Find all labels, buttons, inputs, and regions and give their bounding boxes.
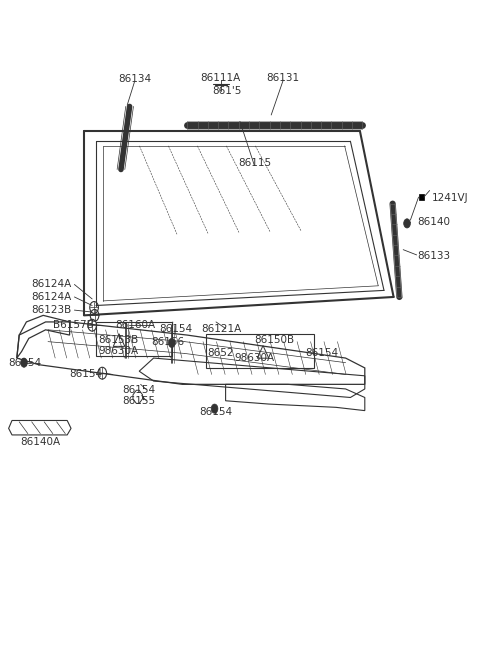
Text: 1241VJ: 1241VJ xyxy=(432,193,468,204)
Bar xyxy=(419,194,424,200)
Text: 86160A: 86160A xyxy=(115,320,156,330)
Text: 86123B: 86123B xyxy=(31,305,72,315)
Text: 98630A: 98630A xyxy=(98,346,139,357)
Text: 86131: 86131 xyxy=(266,72,300,83)
Text: 86154: 86154 xyxy=(9,357,42,368)
Text: 86140A: 86140A xyxy=(20,436,60,447)
Text: 86140: 86140 xyxy=(418,217,451,227)
Text: 8652: 8652 xyxy=(207,348,234,358)
Text: 86156: 86156 xyxy=(151,336,184,347)
Bar xyxy=(206,334,314,368)
Text: 86121A: 86121A xyxy=(202,323,242,334)
Circle shape xyxy=(404,219,410,228)
Circle shape xyxy=(211,404,218,413)
Text: 86154: 86154 xyxy=(199,407,233,417)
Text: 861'5: 861'5 xyxy=(212,85,241,96)
Text: 86133: 86133 xyxy=(418,251,451,261)
Circle shape xyxy=(168,338,175,348)
Text: 86134: 86134 xyxy=(118,74,151,84)
Text: B6157B: B6157B xyxy=(53,320,94,330)
Text: 86154: 86154 xyxy=(305,348,338,358)
Text: 86150B: 86150B xyxy=(254,335,295,346)
Text: 86124A: 86124A xyxy=(31,279,72,290)
Circle shape xyxy=(21,358,27,367)
Text: 86154: 86154 xyxy=(122,384,156,395)
Text: 98630A: 98630A xyxy=(234,353,275,363)
Bar xyxy=(96,322,172,356)
Text: 86154: 86154 xyxy=(70,369,103,380)
Text: 86115: 86115 xyxy=(238,158,271,168)
Text: 86155: 86155 xyxy=(122,396,156,406)
Text: 86153B: 86153B xyxy=(98,334,139,345)
Text: 86124A: 86124A xyxy=(31,292,72,302)
Text: 86111A: 86111A xyxy=(201,72,241,83)
Text: 86154: 86154 xyxy=(159,323,192,334)
